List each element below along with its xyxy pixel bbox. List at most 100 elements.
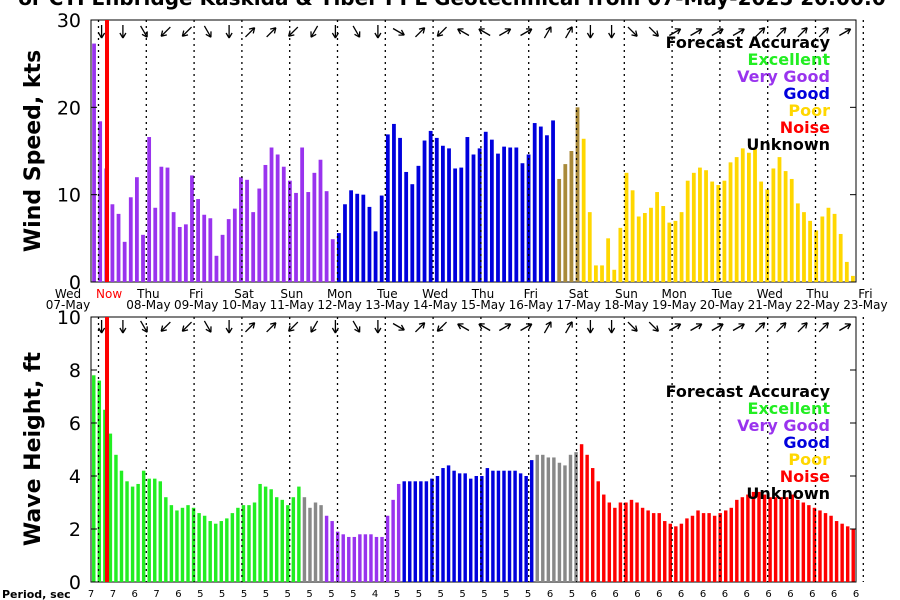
- bar: [463, 473, 467, 582]
- bar: [845, 526, 850, 582]
- bar: [796, 499, 800, 582]
- bar: [391, 499, 395, 582]
- bar: [483, 131, 488, 282]
- bar: [657, 513, 661, 582]
- bar: [153, 478, 157, 582]
- bar: [119, 470, 124, 582]
- y-tick-label: 4: [69, 466, 81, 488]
- bar: [302, 497, 307, 582]
- bar: [186, 505, 190, 582]
- arrow-head: [418, 27, 426, 34]
- bar: [422, 140, 427, 282]
- arrow-shaft: [669, 28, 681, 37]
- bar: [349, 190, 353, 282]
- arrow-shaft: [669, 323, 681, 332]
- direction-arrow: [839, 28, 852, 37]
- bar: [563, 164, 568, 282]
- bar: [208, 521, 212, 582]
- arrow-head: [457, 28, 464, 35]
- bar: [164, 497, 168, 582]
- bar: [801, 502, 806, 582]
- direction-arrow: [203, 320, 212, 333]
- bar: [352, 536, 357, 582]
- day-date-label: 20-May: [700, 298, 744, 312]
- direction-arrow: [266, 322, 277, 333]
- day-date-label: 12-May: [317, 298, 361, 312]
- arrow-head: [717, 28, 724, 35]
- bar: [514, 147, 519, 282]
- bar: [759, 181, 764, 282]
- bar: [347, 536, 351, 582]
- bar: [197, 513, 201, 582]
- bar: [661, 206, 666, 282]
- arrow-head: [160, 325, 167, 332]
- bar: [275, 154, 280, 282]
- bar: [762, 494, 767, 582]
- bar: [428, 130, 433, 282]
- direction-arrow: [690, 28, 703, 37]
- arrow-head: [566, 26, 573, 33]
- bar: [297, 486, 301, 582]
- bar: [524, 476, 528, 582]
- bar: [502, 146, 506, 282]
- day-axis: NowWed07-MayThu08-MayFri09-MaySat10-MayS…: [46, 287, 888, 312]
- arrow-head: [181, 325, 189, 332]
- arrow-shaft: [457, 323, 470, 332]
- day-date-label: 08-May: [126, 298, 170, 312]
- legend-item-good: Good: [783, 433, 830, 452]
- bar: [374, 536, 379, 582]
- bar: [541, 454, 545, 582]
- bar: [600, 265, 604, 282]
- period-value: 6: [634, 589, 640, 600]
- arrow-head: [478, 28, 485, 35]
- arrow-shaft: [266, 27, 277, 38]
- bar: [202, 515, 207, 582]
- legend-item-noise: Noise: [780, 118, 830, 137]
- direction-arrow: [648, 26, 659, 37]
- arrow-shaft: [203, 320, 212, 333]
- arrow-head: [205, 326, 212, 333]
- bar: [690, 515, 695, 582]
- bar: [263, 164, 268, 282]
- arrow-head: [248, 322, 256, 329]
- bar: [707, 513, 711, 582]
- period-value: 7: [88, 589, 94, 600]
- period-value: 6: [656, 589, 662, 600]
- bar: [447, 148, 451, 282]
- bar: [190, 175, 194, 282]
- bar: [239, 177, 243, 282]
- bar: [722, 180, 727, 282]
- y-tick-label: 2: [69, 519, 81, 541]
- bar: [358, 534, 362, 582]
- bar: [408, 481, 412, 582]
- bar: [607, 502, 612, 582]
- bar: [471, 154, 476, 282]
- arrow-head: [695, 323, 703, 330]
- bar: [380, 536, 384, 582]
- bar: [130, 486, 135, 582]
- bar: [716, 185, 721, 282]
- period-value: 6: [700, 589, 706, 600]
- bar: [226, 219, 231, 282]
- bar: [532, 123, 537, 282]
- bar: [319, 505, 323, 582]
- bar: [679, 212, 684, 282]
- day-name-label: Thu: [471, 287, 495, 301]
- bar: [551, 120, 555, 283]
- bar: [324, 191, 329, 282]
- day-name-label: Tue: [376, 287, 398, 301]
- bar: [385, 134, 390, 282]
- direction-arrow: [225, 320, 233, 334]
- bar: [538, 126, 543, 282]
- bar: [153, 207, 158, 282]
- bar: [416, 165, 421, 282]
- arrow-head: [141, 326, 148, 333]
- arrow-head: [354, 326, 361, 333]
- bar: [175, 510, 179, 582]
- arrow-head: [545, 26, 552, 33]
- arrow-head: [608, 327, 616, 334]
- direction-arrow: [140, 320, 148, 333]
- y-axis-label: Wind Speed, kts: [21, 50, 46, 252]
- arrow-shaft: [352, 320, 361, 333]
